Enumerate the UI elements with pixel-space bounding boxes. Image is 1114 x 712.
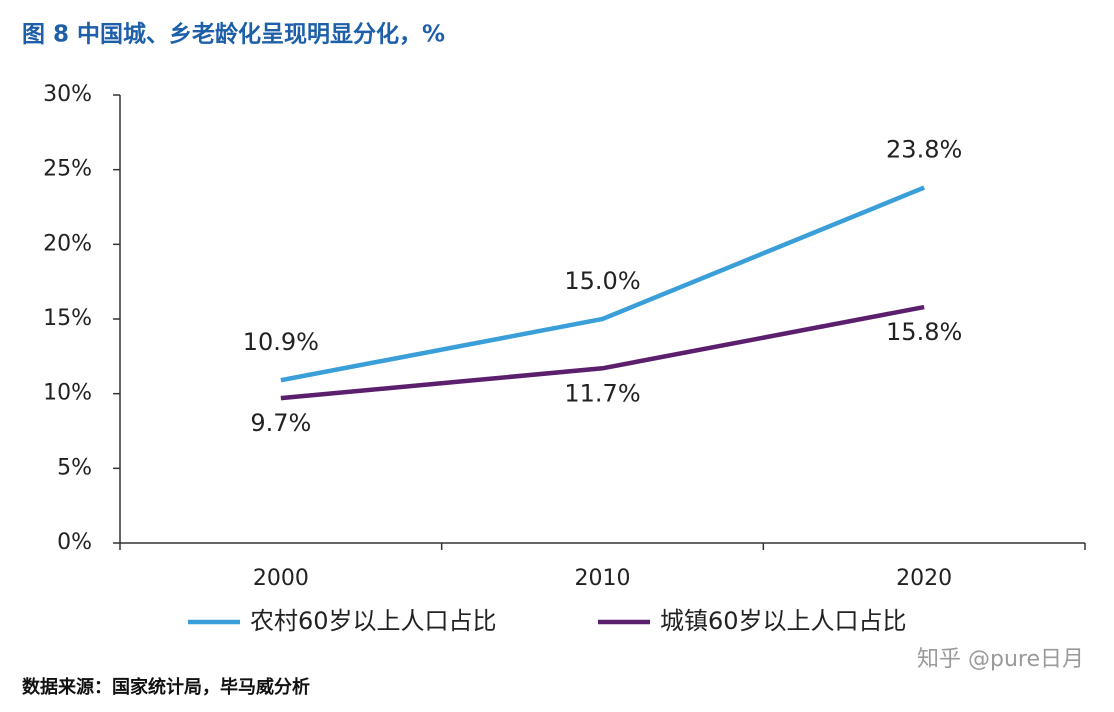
data-label: 10.9% [243, 328, 319, 356]
data-label: 15.0% [564, 267, 640, 295]
legend-label: 城镇60岁以上人口占比 [660, 607, 907, 635]
x-tick-label: 2010 [575, 566, 631, 591]
y-tick-label: 5% [57, 455, 92, 480]
y-tick-label: 30% [43, 82, 92, 107]
data-label: 23.8% [886, 136, 962, 164]
data-label: 11.7% [564, 379, 640, 407]
series-line [280, 185, 926, 383]
y-tick-label: 20% [43, 231, 92, 256]
y-tick-label: 0% [57, 530, 92, 555]
legend-label: 农村60岁以上人口占比 [250, 607, 497, 635]
series-line [280, 304, 925, 401]
source-note: 数据来源：国家统计局，毕马威分析 [22, 676, 310, 698]
y-tick-label: 10% [43, 381, 92, 406]
x-tick-label: 2000 [253, 566, 309, 591]
x-tick-label: 2020 [896, 566, 952, 591]
y-tick-label: 15% [43, 306, 92, 331]
chart-title: 图 8 中国城、乡老龄化呈现明显分化，% [22, 21, 445, 48]
watermark: 知乎 @pure日月 [917, 647, 1084, 672]
y-tick-label: 25% [43, 157, 92, 182]
data-label: 15.8% [886, 318, 962, 346]
data-label: 9.7% [250, 409, 311, 437]
